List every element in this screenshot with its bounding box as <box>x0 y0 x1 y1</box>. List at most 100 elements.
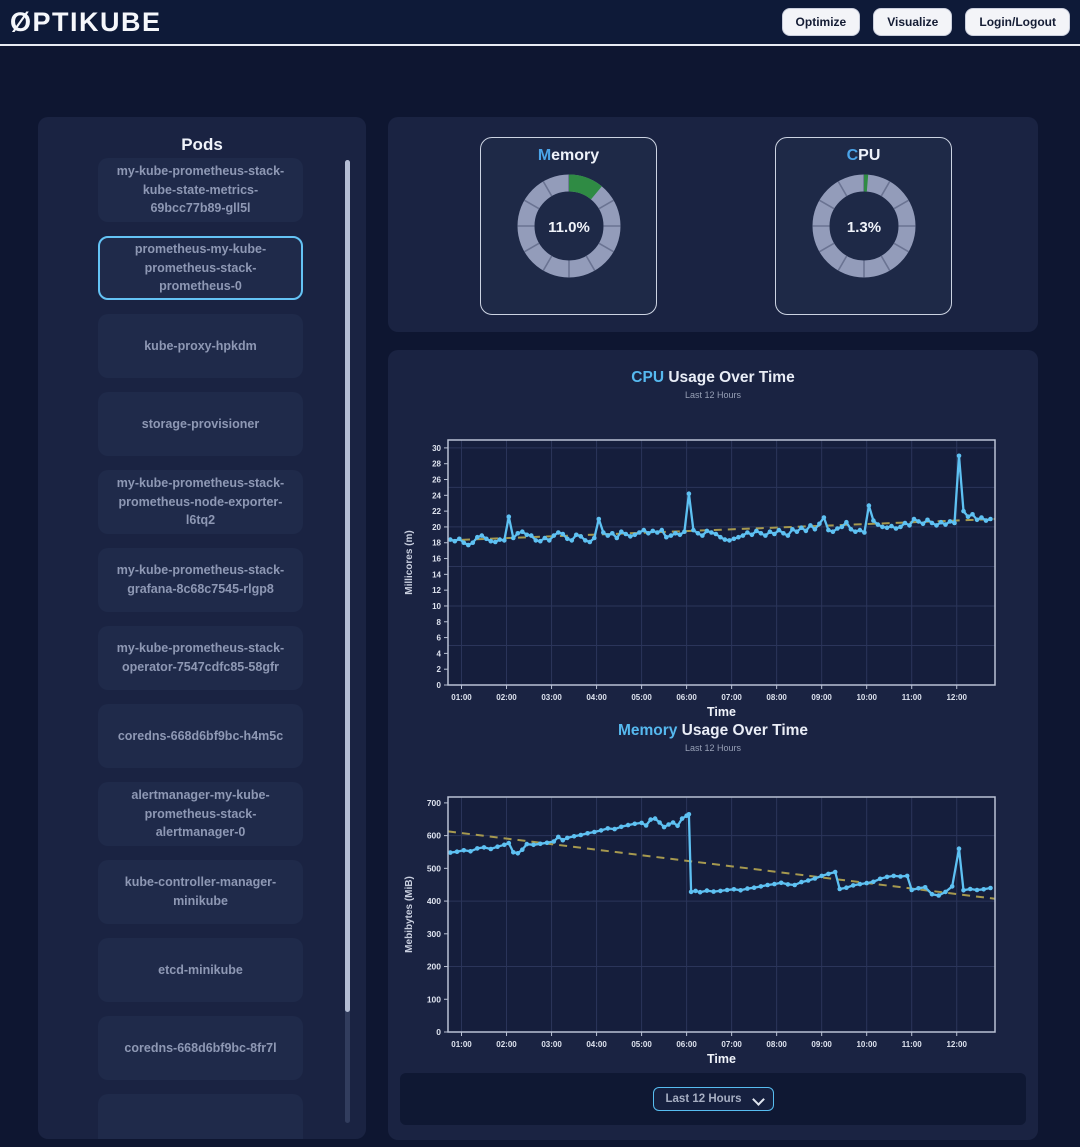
visualize-button[interactable]: Visualize <box>873 8 953 36</box>
gauge-fill-arc <box>568 174 602 200</box>
pod-list-scrollbar[interactable] <box>345 160 350 1123</box>
login-logout-button[interactable]: Login/Logout <box>965 8 1070 36</box>
time-range-select[interactable]: Last 12 Hours <box>652 1087 774 1111</box>
memory-gauge-title-accent: M <box>537 147 552 164</box>
svg-text:05:00: 05:00 <box>631 693 652 702</box>
svg-text:0: 0 <box>437 681 442 690</box>
svg-text:06:00: 06:00 <box>676 1040 697 1049</box>
svg-text:12:00: 12:00 <box>946 1040 967 1049</box>
pod-list: my-kube-prometheus-stack-kube-state-metr… <box>98 158 303 1139</box>
pod-item[interactable]: my-kube-prometheus-stack-grafana-8c68c75… <box>98 548 303 612</box>
memory-usage-xlabel: Time <box>707 1052 736 1066</box>
svg-text:01:00: 01:00 <box>451 1040 472 1049</box>
pod-item[interactable]: prometheus-my-kube-prometheus-stack-prom… <box>98 236 303 300</box>
gauge-value-label: 1.3% <box>846 219 880 236</box>
svg-text:500: 500 <box>427 863 441 873</box>
svg-text:02:00: 02:00 <box>496 1040 517 1049</box>
pod-item[interactable]: coredns-668d6bf9bc-h4m5c <box>98 704 303 768</box>
svg-text:06:00: 06:00 <box>676 693 697 702</box>
memory-gauge-title-rest: emory <box>551 147 600 164</box>
pod-item[interactable]: kube-controller-manager-minikube <box>98 860 303 924</box>
cpu-chart-title-accent: CPU <box>631 369 665 386</box>
svg-text:18: 18 <box>432 539 441 548</box>
memory-gauge-title: Memory <box>481 147 656 165</box>
memory-gauge-donut: 11.0% <box>517 174 620 278</box>
memory-gauge-card: Memory 11.0% <box>480 137 657 315</box>
pod-item[interactable]: coredns-668d6bf9bc-8fr7l <box>98 1016 303 1080</box>
pod-item[interactable]: my-kube-prometheus-stack-prometheus-node… <box>98 470 303 534</box>
pod-list-scrollbar-thumb[interactable] <box>345 160 350 1012</box>
svg-text:400: 400 <box>427 896 441 906</box>
pod-item[interactable]: my-kube-prometheus-stack-operator-7547cd… <box>98 626 303 690</box>
cpu-usage-ylabel: Millicores (m) <box>404 530 415 594</box>
svg-text:30: 30 <box>432 444 441 453</box>
svg-text:22: 22 <box>432 507 441 516</box>
pod-item[interactable]: my-kube-prometheus-stack-kube-state-metr… <box>98 158 303 222</box>
cpu-gauge-title-rest: PU <box>858 147 881 164</box>
svg-text:07:00: 07:00 <box>721 1040 742 1049</box>
time-range-select-wrap: Last 12 Hours <box>652 1087 774 1111</box>
cpu-chart-title: CPU Usage Over Time <box>388 369 1038 387</box>
pod-item[interactable]: storage-provisioner <box>98 392 303 456</box>
time-range-bar: Last 12 Hours <box>400 1073 1026 1125</box>
svg-text:16: 16 <box>432 555 441 564</box>
memory-chart-subtitle: Last 12 Hours <box>684 743 742 753</box>
svg-text:04:00: 04:00 <box>586 693 607 702</box>
top-bar-buttons: Optimize Visualize Login/Logout <box>781 8 1070 36</box>
svg-text:100: 100 <box>427 994 441 1004</box>
gauges-panel: Memory 11.0% CPU 1.3% <box>388 117 1038 332</box>
svg-text:11:00: 11:00 <box>902 693 923 702</box>
svg-text:700: 700 <box>427 798 441 808</box>
memory-chart-title-accent: Memory <box>617 722 678 739</box>
cpu-gauge-donut: 1.3% <box>812 174 915 278</box>
svg-text:12:00: 12:00 <box>946 693 967 702</box>
svg-text:08:00: 08:00 <box>766 1040 787 1049</box>
svg-text:10:00: 10:00 <box>856 693 877 702</box>
pods-title: Pods <box>181 135 223 154</box>
svg-text:0: 0 <box>436 1027 441 1037</box>
svg-text:10: 10 <box>432 602 441 611</box>
optimize-button[interactable]: Optimize <box>781 8 861 36</box>
svg-text:03:00: 03:00 <box>541 1040 562 1049</box>
svg-text:28: 28 <box>432 460 441 469</box>
pods-sidebar: Pods my-kube-prometheus-stack-kube-state… <box>38 117 366 1139</box>
memory-chart: 0 100 200 300 400 500 600 700 01:00 02:00 03:00 04:… <box>404 796 996 1066</box>
cpu-usage-xlabel: Time <box>707 705 736 719</box>
pod-item[interactable]: alertmanager-my-kube-prometheus-stack-al… <box>98 782 303 846</box>
cpu-gauge-title: CPU <box>776 147 951 165</box>
cpu-chart-subtitle: Last 12 Hours <box>684 390 742 400</box>
pod-item[interactable]: etcd-minikube <box>98 938 303 1002</box>
cpu-gauge-title-accent: C <box>846 147 859 164</box>
memory-chart-title-rest: Usage Over Time <box>677 722 809 739</box>
svg-text:24: 24 <box>432 491 441 500</box>
svg-text:04:00: 04:00 <box>586 1040 607 1049</box>
memory-usage-ylabel: Mebibytes (MiB) <box>404 876 415 953</box>
cpu-chart-title-rest: Usage Over Time <box>664 369 795 386</box>
svg-text:05:00: 05:00 <box>631 1040 652 1049</box>
cpu-usage-trendline <box>447 518 996 542</box>
svg-text:2: 2 <box>437 665 442 674</box>
cpu-gauge-card: CPU 1.3% <box>775 137 952 315</box>
svg-text:4: 4 <box>437 649 442 658</box>
svg-text:08:00: 08:00 <box>766 693 787 702</box>
top-bar: ØPTIKUBE Optimize Visualize Login/Logout <box>0 0 1080 46</box>
pod-item[interactable] <box>98 1094 303 1139</box>
svg-text:300: 300 <box>427 929 441 939</box>
svg-text:01:00: 01:00 <box>451 693 472 702</box>
svg-text:6: 6 <box>437 634 442 643</box>
pod-item[interactable]: kube-proxy-hpkdm <box>98 314 303 378</box>
svg-text:03:00: 03:00 <box>541 693 562 702</box>
svg-text:07:00: 07:00 <box>721 693 742 702</box>
memory-chart-title: Memory Usage Over Time <box>388 722 1038 740</box>
svg-text:14: 14 <box>432 570 441 579</box>
gauge-value-label: 11.0% <box>548 219 590 236</box>
svg-text:12: 12 <box>432 586 441 595</box>
app-logo: ØPTIKUBE <box>10 6 162 37</box>
svg-text:600: 600 <box>427 831 441 841</box>
svg-text:8: 8 <box>437 618 442 627</box>
svg-text:20: 20 <box>432 523 441 532</box>
svg-text:09:00: 09:00 <box>811 693 832 702</box>
